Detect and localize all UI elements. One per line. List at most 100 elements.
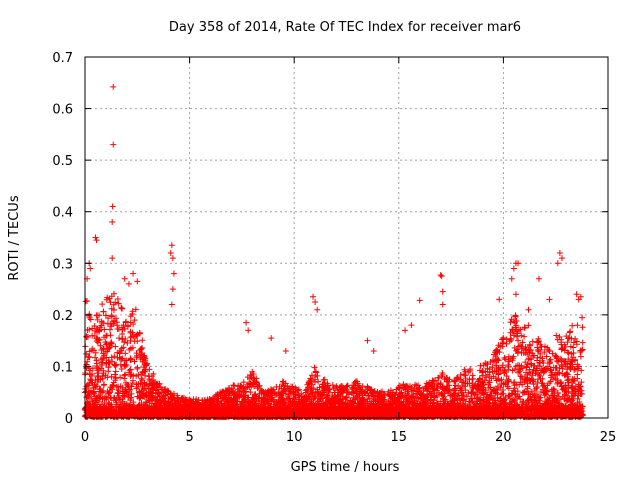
data-point: [438, 373, 445, 380]
data-point: [523, 364, 530, 371]
data-point: [230, 382, 237, 389]
data-point: [579, 314, 586, 321]
data-point: [127, 366, 134, 373]
data-point: [553, 332, 560, 339]
data-point: [132, 306, 139, 313]
grid-lines: [85, 57, 608, 418]
data-point: [430, 378, 437, 385]
data-point: [99, 301, 106, 308]
data-point: [507, 335, 514, 342]
data-point: [91, 388, 98, 395]
data-point: [521, 333, 528, 340]
data-point: [579, 324, 586, 331]
data-point: [564, 339, 571, 346]
data-point: [393, 386, 400, 393]
data-point: [499, 390, 506, 397]
data-point: [566, 329, 573, 336]
data-point: [121, 375, 128, 382]
data-point: [490, 373, 497, 380]
data-point: [121, 388, 128, 395]
data-point: [306, 380, 313, 387]
data-point: [119, 331, 126, 338]
data-point: [579, 339, 586, 346]
data-point: [133, 373, 140, 380]
data-point: [574, 322, 581, 329]
data-point: [131, 338, 138, 345]
data-point: [529, 338, 536, 345]
data-point: [502, 400, 509, 407]
data-point: [112, 362, 119, 369]
data-point: [106, 326, 113, 333]
data-point: [95, 337, 102, 344]
data-point: [563, 333, 570, 340]
data-point: [543, 353, 550, 360]
data-point: [439, 371, 446, 378]
data-point: [112, 343, 119, 350]
data-point: [506, 338, 513, 345]
data-point: [451, 386, 458, 393]
data-point: [247, 389, 254, 396]
data-point: [555, 393, 562, 400]
data-point: [513, 333, 520, 340]
data-point: [435, 374, 442, 381]
data-point: [118, 304, 125, 311]
data-point: [124, 340, 131, 347]
data-point: [119, 335, 126, 342]
data-point: [298, 390, 305, 397]
data-point: [546, 348, 553, 355]
data-point: [99, 373, 106, 380]
data-point: [139, 337, 146, 344]
data-point: [115, 300, 122, 307]
data-point: [119, 305, 126, 312]
data-point: [112, 368, 119, 375]
data-point: [134, 364, 141, 371]
data-point: [131, 317, 138, 324]
chart-title: Day 358 of 2014, Rate Of TEC Index for r…: [169, 20, 521, 35]
data-point: [511, 344, 518, 351]
data-point: [536, 363, 543, 370]
data-point: [138, 351, 145, 358]
data-point: [550, 376, 557, 383]
data-point: [547, 356, 554, 363]
data-point: [412, 381, 419, 388]
data-point: [508, 336, 515, 343]
data-point: [463, 393, 470, 400]
data-point: [122, 350, 129, 357]
data-point: [503, 373, 510, 380]
data-point: [111, 353, 118, 360]
data-point: [120, 344, 127, 351]
data-point: [127, 386, 134, 393]
data-point: [514, 330, 521, 337]
data-point: [92, 354, 99, 361]
data-point: [101, 381, 108, 388]
data-point: [525, 322, 532, 329]
data-point: [114, 296, 121, 303]
data-point: [122, 371, 129, 378]
data-point: [517, 326, 524, 333]
data-point: [515, 369, 522, 376]
data-points: [82, 83, 586, 420]
data-point: [521, 325, 528, 332]
data-point: [396, 385, 403, 392]
data-point: [137, 346, 144, 353]
data-point: [125, 394, 132, 401]
data-point: [116, 335, 123, 342]
data-point: [84, 381, 91, 388]
data-point: [127, 313, 134, 320]
data-point: [527, 342, 534, 349]
data-point: [82, 388, 89, 395]
data-point: [97, 342, 104, 349]
data-point: [518, 332, 525, 339]
data-point: [127, 356, 134, 363]
data-point: [577, 353, 584, 360]
data-point: [313, 369, 320, 376]
data-point: [512, 312, 519, 319]
data-point: [130, 372, 137, 379]
data-point: [343, 394, 350, 401]
data-point: [469, 375, 476, 382]
data-point: [507, 319, 514, 326]
data-point: [103, 332, 110, 339]
data-point: [569, 322, 576, 329]
data-point: [540, 359, 547, 366]
